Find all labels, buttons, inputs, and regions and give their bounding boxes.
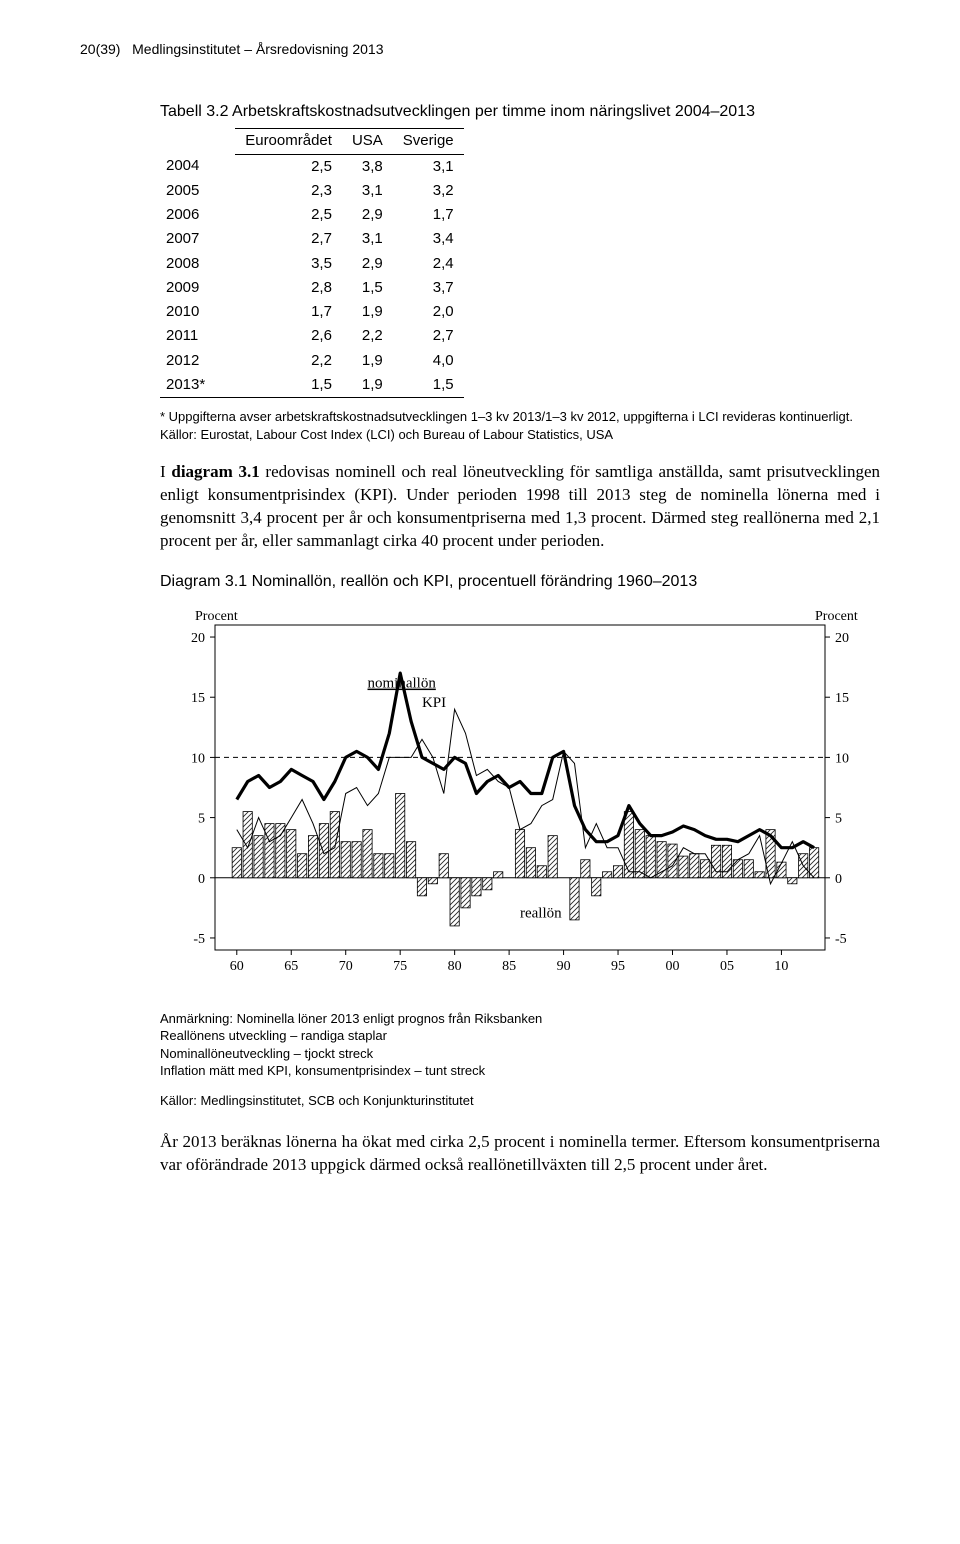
svg-text:10: 10 [774, 959, 788, 974]
body-paragraph-1: I diagram 3.1 redovisas nominell och rea… [160, 461, 880, 553]
cell-value: 1,9 [342, 300, 393, 324]
cell-value: 1,9 [342, 373, 393, 398]
table-caption: Tabell 3.2 Arbetskraftskostnadsutvecklin… [160, 101, 880, 123]
cell-value: 2,2 [235, 349, 342, 373]
svg-text:-5: -5 [193, 932, 205, 947]
col-year [160, 129, 235, 154]
cell-value: 2,2 [342, 324, 393, 348]
cell-value: 2,8 [235, 276, 342, 300]
cell-value: 3,1 [342, 179, 393, 203]
cell-value: 1,9 [342, 349, 393, 373]
cell-value: 2,9 [342, 203, 393, 227]
cell-value: 1,5 [235, 373, 342, 398]
cell-value: 2,5 [235, 203, 342, 227]
cell-value: 3,1 [342, 227, 393, 251]
svg-text:15: 15 [835, 691, 849, 706]
table-row: 20112,62,22,7 [160, 324, 464, 348]
svg-text:70: 70 [339, 959, 353, 974]
col-usa: USA [342, 129, 393, 154]
svg-text:15: 15 [191, 691, 205, 706]
svg-text:85: 85 [502, 959, 516, 974]
page-header: 20(39) Medlingsinstitutet – Årsredovisni… [80, 40, 880, 59]
cell-year: 2011 [160, 324, 235, 348]
diagram-caption: Diagram 3.1 Nominallön, reallön och KPI,… [160, 571, 880, 593]
table-row: 20122,21,94,0 [160, 349, 464, 373]
cell-value: 2,0 [393, 300, 464, 324]
svg-text:Procent: Procent [815, 609, 858, 624]
svg-text:0: 0 [198, 871, 205, 886]
svg-text:Procent: Procent [195, 609, 238, 624]
cell-value: 2,3 [235, 179, 342, 203]
svg-text:00: 00 [666, 959, 680, 974]
cell-value: 3,2 [393, 179, 464, 203]
cell-value: 3,4 [393, 227, 464, 251]
cell-year: 2005 [160, 179, 235, 203]
svg-text:5: 5 [198, 811, 205, 826]
content-area: Tabell 3.2 Arbetskraftskostnadsutvecklin… [160, 101, 880, 1177]
diagram-ref: diagram 3.1 [171, 462, 259, 481]
table-row: 20083,52,92,4 [160, 252, 464, 276]
cell-year: 2012 [160, 349, 235, 373]
col-sverige: Sverige [393, 129, 464, 154]
cell-year: 2010 [160, 300, 235, 324]
cell-year: 2009 [160, 276, 235, 300]
svg-text:20: 20 [191, 631, 205, 646]
svg-text:nominallön: nominallön [368, 675, 437, 691]
labour-cost-table: Euroområdet USA Sverige 20042,53,83,1200… [160, 128, 464, 398]
svg-text:65: 65 [284, 959, 298, 974]
table-row: 20101,71,92,0 [160, 300, 464, 324]
cell-value: 3,5 [235, 252, 342, 276]
table-header-row: Euroområdet USA Sverige [160, 129, 464, 154]
cell-year: 2004 [160, 154, 235, 179]
cell-year: 2006 [160, 203, 235, 227]
cell-year: 2008 [160, 252, 235, 276]
chart-notes: Anmärkning: Nominella löner 2013 enligt … [160, 1010, 880, 1080]
svg-text:95: 95 [611, 959, 625, 974]
svg-text:05: 05 [720, 959, 734, 974]
doc-title: Medlingsinstitutet – Årsredovisning 2013 [132, 41, 383, 57]
cell-value: 1,5 [342, 276, 393, 300]
cell-value: 2,5 [235, 154, 342, 179]
cell-value: 2,6 [235, 324, 342, 348]
chart-source: Källor: Medlingsinstitutet, SCB och Konj… [160, 1092, 880, 1110]
cell-year: 2013* [160, 373, 235, 398]
cell-value: 4,0 [393, 349, 464, 373]
svg-text:KPI: KPI [422, 695, 446, 711]
cell-value: 3,1 [393, 154, 464, 179]
table-row: 2013*1,51,91,5 [160, 373, 464, 398]
col-euro: Euroområdet [235, 129, 342, 154]
table-footnote: * Uppgifterna avser arbetskraftskostnads… [160, 408, 880, 443]
table-row: 20062,52,91,7 [160, 203, 464, 227]
svg-text:20: 20 [835, 631, 849, 646]
cell-value: 1,7 [393, 203, 464, 227]
cell-value: 1,5 [393, 373, 464, 398]
cell-value: 2,7 [393, 324, 464, 348]
cell-value: 3,8 [342, 154, 393, 179]
svg-text:5: 5 [835, 811, 842, 826]
table-row: 20072,73,13,4 [160, 227, 464, 251]
table-row: 20052,33,13,2 [160, 179, 464, 203]
table-row: 20092,81,53,7 [160, 276, 464, 300]
svg-text:80: 80 [448, 959, 462, 974]
svg-text:-5: -5 [835, 932, 847, 947]
svg-text:10: 10 [191, 751, 205, 766]
cell-year: 2007 [160, 227, 235, 251]
chart-svg: -5-5005510101515202060657075808590950005… [160, 605, 880, 985]
cell-value: 2,4 [393, 252, 464, 276]
svg-text:10: 10 [835, 751, 849, 766]
svg-text:0: 0 [835, 871, 842, 886]
svg-text:reallön: reallön [520, 905, 562, 921]
cell-value: 2,7 [235, 227, 342, 251]
wage-chart: -5-5005510101515202060657075808590950005… [160, 605, 880, 992]
page-number: 20(39) [80, 41, 120, 57]
cell-value: 3,7 [393, 276, 464, 300]
svg-text:90: 90 [557, 959, 571, 974]
svg-text:60: 60 [230, 959, 244, 974]
cell-value: 1,7 [235, 300, 342, 324]
table-row: 20042,53,83,1 [160, 154, 464, 179]
svg-text:75: 75 [393, 959, 407, 974]
body-paragraph-2: År 2013 beräknas lönerna ha ökat med cir… [160, 1131, 880, 1177]
cell-value: 2,9 [342, 252, 393, 276]
